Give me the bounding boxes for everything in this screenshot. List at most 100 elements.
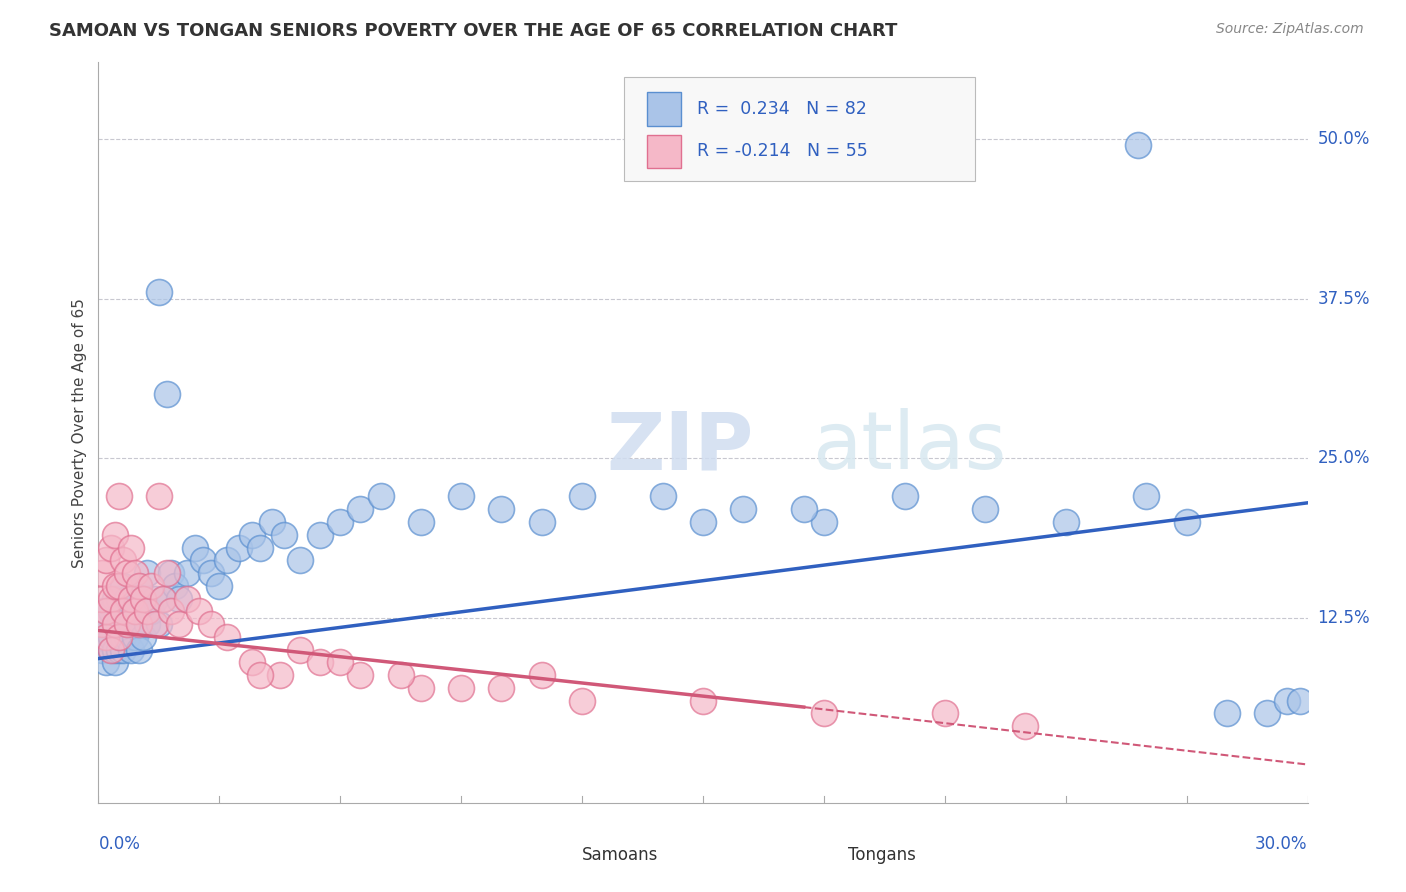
Point (120, 617, 142, 632)
Point (96, 630, 118, 644)
Point (124, 604, 146, 618)
Point (1216, 706, 1239, 721)
Point (1054, 515, 1077, 529)
Point (288, 553, 311, 567)
Text: SAMOAN VS TONGAN SENIORS POVERTY OVER THE AGE OF 65 CORRELATION CHART: SAMOAN VS TONGAN SENIORS POVERTY OVER TH… (49, 22, 897, 40)
Point (200, 617, 222, 632)
Point (100, 591, 122, 606)
Point (115, 591, 138, 606)
Point (813, 706, 835, 721)
Point (143, 591, 166, 606)
Text: 12.5%: 12.5% (1317, 608, 1369, 627)
Point (450, 490, 472, 504)
Point (188, 604, 211, 618)
Point (103, 527, 125, 541)
Point (651, 490, 673, 504)
Point (107, 630, 129, 644)
Point (91, 604, 114, 618)
Point (132, 630, 155, 644)
Text: 30.0%: 30.0% (1256, 835, 1308, 853)
Bar (546, 841, 572, 868)
Point (96, 553, 118, 567)
Point (1014, 719, 1036, 733)
Point (135, 566, 157, 580)
Point (135, 604, 157, 618)
Point (260, 515, 283, 529)
Text: ZIP: ZIP (606, 409, 754, 486)
Point (132, 591, 155, 606)
Point (148, 285, 170, 300)
Point (329, 515, 352, 529)
Point (91, 642, 114, 657)
Point (91, 630, 114, 644)
Point (1175, 515, 1198, 529)
Point (249, 541, 271, 555)
Text: 25.0%: 25.0% (1317, 450, 1369, 467)
Point (329, 656, 352, 670)
Bar (647, 135, 682, 168)
Point (120, 591, 142, 606)
Text: R = -0.214   N = 55: R = -0.214 N = 55 (697, 143, 868, 161)
Point (115, 566, 138, 580)
Point (107, 490, 129, 504)
Point (208, 579, 231, 593)
Point (409, 515, 432, 529)
Point (107, 579, 129, 593)
Point (139, 604, 162, 618)
Point (111, 604, 134, 618)
Point (115, 617, 138, 632)
Point (176, 591, 198, 606)
Point (132, 591, 155, 606)
Point (107, 630, 129, 644)
Point (103, 656, 125, 670)
Point (96, 604, 118, 618)
Point (692, 694, 714, 708)
Point (893, 490, 915, 504)
Text: 50.0%: 50.0% (1317, 130, 1369, 148)
Point (1128, 138, 1150, 153)
Point (128, 579, 150, 593)
Point (120, 642, 142, 657)
Point (160, 604, 183, 618)
Point (103, 579, 125, 593)
Point (389, 668, 412, 682)
Text: Samoans: Samoans (582, 846, 658, 863)
Point (120, 591, 142, 606)
Point (163, 579, 186, 593)
Point (111, 553, 134, 567)
Point (107, 591, 129, 606)
Point (228, 541, 250, 555)
Point (571, 694, 593, 708)
Point (107, 617, 129, 632)
Point (934, 706, 956, 721)
Point (103, 642, 125, 657)
Point (148, 617, 170, 632)
Point (115, 617, 138, 632)
Point (107, 642, 129, 657)
Point (143, 617, 166, 632)
Point (1277, 694, 1299, 708)
Point (128, 642, 150, 657)
Point (409, 681, 432, 695)
Point (91, 591, 114, 606)
Point (128, 617, 150, 632)
Point (349, 502, 371, 516)
Point (370, 490, 392, 504)
Point (240, 527, 263, 541)
Point (135, 617, 157, 632)
Point (176, 566, 198, 580)
Point (124, 630, 146, 644)
Point (240, 656, 263, 670)
Point (813, 515, 835, 529)
Point (100, 642, 122, 657)
Bar (647, 93, 682, 126)
Point (160, 566, 183, 580)
Text: 37.5%: 37.5% (1317, 290, 1369, 308)
Point (124, 566, 146, 580)
Point (139, 579, 162, 593)
Point (100, 541, 122, 555)
Point (111, 642, 134, 657)
Text: Tongans: Tongans (848, 846, 915, 863)
Point (217, 553, 239, 567)
Point (167, 591, 190, 606)
